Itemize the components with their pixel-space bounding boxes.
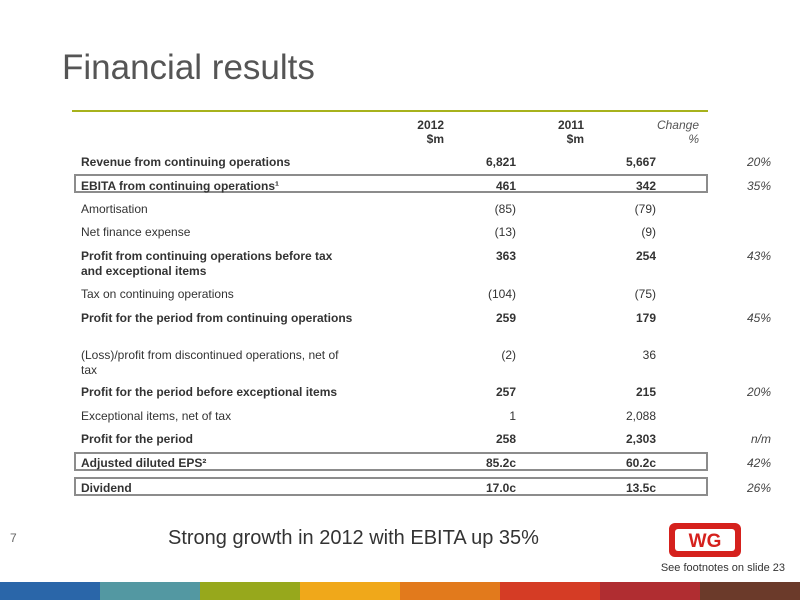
value-2011: 2,303 bbox=[625, 432, 656, 446]
band-segment bbox=[400, 582, 500, 600]
value-change: 20% bbox=[746, 385, 771, 399]
value-2012: 257 bbox=[495, 385, 516, 399]
value-2011: (75) bbox=[634, 287, 656, 301]
value-2011: 5,667 bbox=[625, 155, 656, 169]
row-label: Dividend bbox=[81, 481, 132, 495]
value-2012: (104) bbox=[487, 287, 516, 301]
value-2012: 259 bbox=[495, 311, 516, 325]
value-2011: 2,088 bbox=[625, 409, 656, 423]
value-2012: (85) bbox=[494, 202, 516, 216]
value-change: 43% bbox=[746, 249, 771, 263]
highlight-box-ebita bbox=[74, 174, 708, 193]
color-band bbox=[0, 582, 800, 600]
row-label: Profit for the period bbox=[81, 432, 193, 446]
title-divider bbox=[72, 110, 708, 112]
value-change: 45% bbox=[746, 311, 771, 325]
header-change-label: Change bbox=[656, 118, 699, 132]
slide-tagline: Strong growth in 2012 with EBITA up 35% bbox=[168, 527, 539, 549]
header-2011-year: 2011 bbox=[557, 118, 584, 132]
highlight-box-eps bbox=[74, 452, 708, 471]
value-2012: 461 bbox=[495, 179, 516, 193]
value-2011: 254 bbox=[635, 249, 656, 263]
value-change: 42% bbox=[746, 456, 771, 470]
row-label: Profit from continuing operations before… bbox=[81, 249, 333, 278]
row-label: Revenue from continuing operations bbox=[81, 155, 291, 169]
row-label: Tax on continuing operations bbox=[81, 287, 234, 301]
value-2012: (2) bbox=[501, 348, 516, 362]
value-2012: (13) bbox=[494, 225, 516, 239]
value-change: 20% bbox=[746, 155, 771, 169]
value-2011: (9) bbox=[641, 225, 656, 239]
value-2011: 60.2c bbox=[625, 456, 656, 470]
band-segment bbox=[300, 582, 400, 600]
band-segment bbox=[700, 582, 800, 600]
row-label: Exceptional items, net of tax bbox=[81, 409, 232, 423]
value-2011: 36 bbox=[642, 348, 656, 362]
row-label: Adjusted diluted EPS² bbox=[81, 456, 207, 470]
band-segment bbox=[600, 582, 700, 600]
row-label: EBITA from continuing operations¹ bbox=[81, 179, 279, 193]
row-label: Amortisation bbox=[81, 202, 148, 216]
footnote-reference: See footnotes on slide 23 bbox=[660, 562, 785, 574]
slide-title: Financial results bbox=[62, 48, 315, 87]
company-logo: WG bbox=[668, 522, 742, 563]
value-2012: 17.0c bbox=[485, 481, 516, 495]
value-2012: 258 bbox=[495, 432, 516, 446]
value-2012: 6,821 bbox=[485, 155, 516, 169]
band-segment bbox=[200, 582, 300, 600]
value-2012: 85.2c bbox=[485, 456, 516, 470]
value-2011: 179 bbox=[635, 311, 656, 325]
header-2012-unit: $m bbox=[426, 132, 444, 146]
band-segment bbox=[0, 582, 100, 600]
row-label: (Loss)/profit from discontinued operatio… bbox=[81, 348, 339, 377]
row-label: Profit for the period from continuing op… bbox=[81, 311, 353, 325]
value-2011: 342 bbox=[635, 179, 656, 193]
value-2012: 363 bbox=[495, 249, 516, 263]
wg-logo-icon: WG bbox=[669, 523, 741, 557]
page-number: 7 bbox=[10, 531, 17, 545]
value-change: 35% bbox=[746, 179, 771, 193]
value-2012: 1 bbox=[509, 409, 516, 423]
value-change: 26% bbox=[746, 481, 771, 495]
header-2012: 2012 $m bbox=[362, 118, 444, 146]
header-change: Change % bbox=[600, 118, 699, 146]
row-label: Profit for the period before exceptional… bbox=[81, 385, 338, 399]
header-change-unit: % bbox=[688, 132, 699, 146]
header-2012-year: 2012 bbox=[417, 118, 444, 132]
logo-text: WG bbox=[689, 531, 722, 552]
value-2011: (79) bbox=[634, 202, 656, 216]
band-segment bbox=[100, 582, 200, 600]
value-change: n/m bbox=[750, 432, 771, 446]
header-2011: 2011 $m bbox=[502, 118, 584, 146]
band-segment bbox=[500, 582, 600, 600]
value-2011: 215 bbox=[635, 385, 656, 399]
value-2011: 13.5c bbox=[625, 481, 656, 495]
highlight-box-dividend bbox=[74, 477, 708, 496]
header-2011-unit: $m bbox=[566, 132, 584, 146]
row-label: Net finance expense bbox=[81, 225, 191, 239]
